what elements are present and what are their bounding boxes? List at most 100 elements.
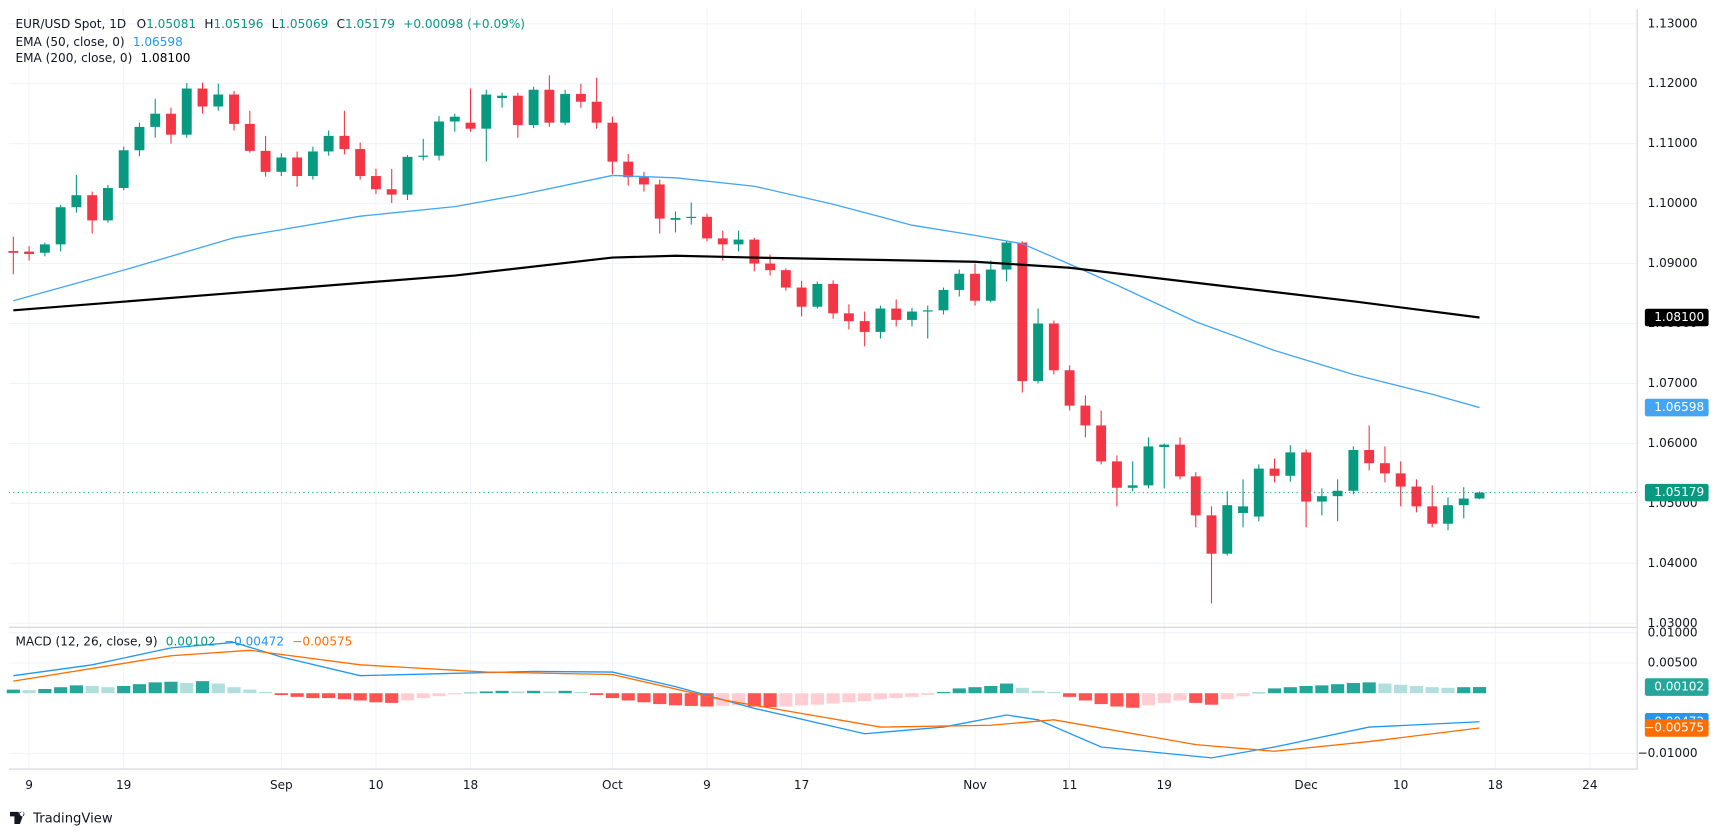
histogram-bar — [1283, 687, 1297, 694]
histogram-bar — [1409, 685, 1424, 694]
x-tick-label: Sep — [270, 778, 293, 792]
candle-body — [639, 177, 649, 185]
y-tick-label: 1.06000 — [1648, 436, 1698, 450]
price-box-label: 1.08100 — [1654, 310, 1704, 324]
histogram-bar — [1157, 693, 1171, 703]
candle-body — [1033, 323, 1044, 382]
candle-body — [891, 308, 902, 320]
histogram-bar — [479, 691, 493, 694]
ohlc-label: C — [337, 17, 345, 31]
candle-body — [1253, 468, 1264, 517]
histogram-bar — [243, 689, 257, 694]
ema-line — [13, 174, 1480, 409]
candle-body — [1222, 505, 1233, 554]
candle-body — [843, 313, 854, 322]
candle-body — [134, 126, 145, 151]
histogram-bar — [511, 691, 525, 694]
candle-body — [355, 149, 366, 177]
histogram-bar — [1110, 693, 1124, 707]
x-tick-label: 9 — [25, 778, 33, 792]
histogram-bar — [1126, 693, 1140, 708]
histogram-bar — [968, 687, 982, 694]
histogram-bar — [1378, 683, 1392, 694]
candle-body — [1048, 323, 1059, 371]
histogram-bar — [416, 693, 430, 699]
histogram-bar — [653, 693, 667, 705]
candle-body — [118, 150, 129, 189]
histogram-bar — [195, 681, 210, 694]
candle-body — [181, 88, 192, 135]
candle-body — [71, 195, 82, 208]
logo-icon — [10, 811, 25, 825]
candle-body — [702, 216, 712, 239]
candle-body — [607, 122, 618, 162]
histogram-bar — [54, 687, 68, 694]
x-tick-label: 18 — [1488, 778, 1503, 792]
histogram-bar — [921, 693, 935, 696]
histogram-bar — [1252, 692, 1266, 694]
histogram-bar — [117, 685, 131, 694]
histogram-bar — [432, 693, 446, 697]
candle-body — [670, 218, 681, 220]
histogram-bar — [322, 693, 336, 699]
candle-body — [796, 287, 807, 307]
histogram-bar — [605, 693, 620, 699]
candle-body — [370, 176, 381, 190]
candle-body — [1127, 485, 1138, 488]
histogram-bar — [527, 690, 541, 694]
candle-body — [780, 270, 791, 288]
x-tick-label: 19 — [116, 778, 131, 792]
candle-body — [1411, 486, 1422, 507]
histogram-bar — [385, 693, 399, 703]
x-tick-label: 10 — [1393, 778, 1408, 792]
histogram-bar — [952, 688, 966, 694]
candle-body — [386, 189, 397, 195]
histogram-bar — [858, 693, 872, 702]
candle-body — [418, 155, 429, 157]
y-tick-label: 1.10000 — [1648, 196, 1698, 210]
price-box-label: 0.00102 — [1654, 680, 1704, 694]
candle-body — [1143, 446, 1154, 486]
histogram-bar — [258, 692, 273, 694]
candle-body — [938, 289, 949, 311]
ema50-legend: EMA (50, close, 0) 1.06598 — [16, 34, 183, 48]
candle-body — [1458, 498, 1469, 506]
candle-body — [1096, 425, 1107, 462]
histogram-bar — [132, 684, 147, 694]
candle-body — [1474, 492, 1485, 499]
histogram-bar — [637, 693, 651, 703]
candle-body — [260, 150, 271, 172]
histogram-bar — [164, 681, 178, 694]
histogram-bar — [1015, 687, 1029, 694]
histogram-bar — [1204, 693, 1219, 705]
macd-legend: MACD (12, 26, close, 9) 0.00102 −0.00472… — [16, 634, 353, 648]
ohlc-value: 1.05069 — [278, 17, 328, 31]
histogram-bar — [227, 687, 241, 694]
candle-body — [1001, 242, 1012, 270]
histogram-bar — [69, 685, 83, 694]
candle-body — [859, 321, 870, 332]
candle-body — [323, 135, 334, 152]
ohlc-value: 1.05179 — [345, 17, 395, 31]
candle-body — [1064, 370, 1075, 406]
histogram-bar — [1267, 688, 1282, 694]
histogram-bar — [1457, 687, 1471, 694]
candle-body — [449, 116, 460, 122]
legend-value: −0.00575 — [292, 634, 352, 648]
histogram-bar — [905, 693, 919, 697]
candle-body — [87, 195, 98, 221]
histogram-bar — [369, 693, 383, 703]
legend-value: −0.00472 — [224, 634, 284, 648]
x-tick-label: 9 — [703, 778, 711, 792]
histogram-bar — [1078, 693, 1092, 701]
candle-body — [307, 151, 318, 177]
histogram-bar — [826, 693, 840, 704]
histogram-bar — [1394, 684, 1408, 694]
candle-body — [1316, 496, 1327, 502]
candle-body — [1017, 242, 1028, 382]
price-box — [1644, 308, 1709, 327]
candle-body — [339, 135, 350, 150]
candle-body — [166, 113, 176, 135]
histogram-bar — [779, 693, 793, 707]
candle-body — [686, 216, 697, 219]
